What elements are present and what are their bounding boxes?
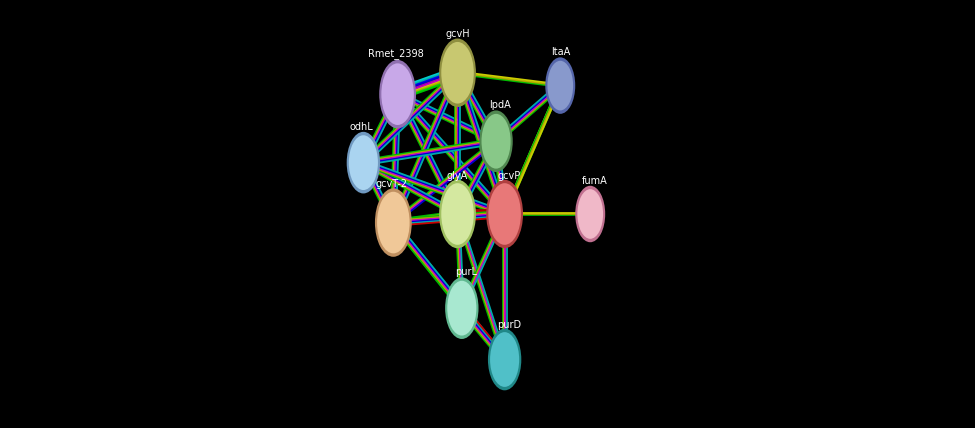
Ellipse shape	[442, 42, 474, 104]
Text: Rmet_2398: Rmet_2398	[368, 48, 423, 59]
Ellipse shape	[381, 63, 413, 125]
Ellipse shape	[488, 329, 522, 390]
Ellipse shape	[439, 180, 476, 248]
Ellipse shape	[446, 277, 479, 339]
Ellipse shape	[482, 114, 511, 169]
Text: purD: purD	[497, 320, 521, 330]
Text: gcvP: gcvP	[497, 171, 521, 181]
Text: odhL: odhL	[349, 122, 373, 132]
Text: gcvT-2: gcvT-2	[375, 179, 408, 189]
Ellipse shape	[379, 60, 416, 128]
Ellipse shape	[375, 188, 411, 257]
Ellipse shape	[377, 192, 409, 253]
Ellipse shape	[575, 186, 605, 242]
Ellipse shape	[349, 135, 378, 190]
Ellipse shape	[480, 110, 513, 172]
Text: purL: purL	[455, 268, 477, 277]
Ellipse shape	[490, 332, 519, 387]
Ellipse shape	[577, 189, 604, 239]
Ellipse shape	[547, 61, 573, 110]
Ellipse shape	[448, 281, 477, 336]
Text: ltaA: ltaA	[551, 48, 569, 57]
Text: glyA: glyA	[447, 171, 468, 181]
Text: gcvH: gcvH	[446, 29, 470, 39]
Ellipse shape	[545, 57, 575, 114]
Ellipse shape	[442, 183, 474, 245]
Ellipse shape	[439, 39, 476, 107]
Ellipse shape	[347, 132, 380, 193]
Text: lpdA: lpdA	[489, 101, 511, 110]
Text: fumA: fumA	[582, 176, 607, 186]
Ellipse shape	[487, 180, 523, 248]
Ellipse shape	[488, 183, 521, 245]
